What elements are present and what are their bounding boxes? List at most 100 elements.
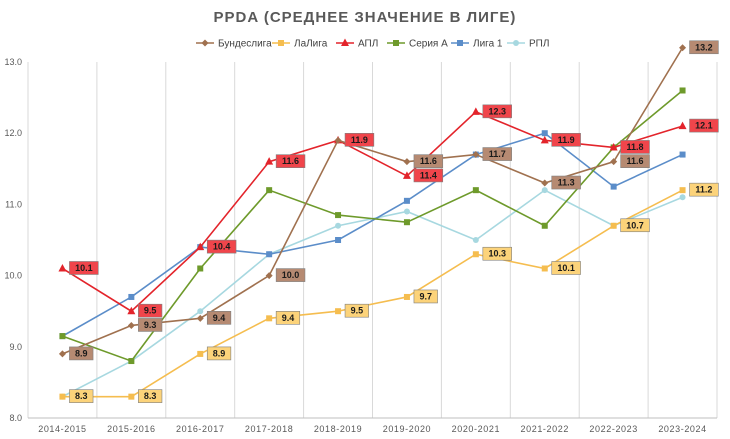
data-label-box xyxy=(69,389,94,403)
x-tick-label: 2017-2018 xyxy=(245,424,293,434)
data-point-marker xyxy=(403,293,410,300)
data-point-marker xyxy=(128,393,135,400)
data-point-marker xyxy=(201,39,209,47)
data-point-marker xyxy=(403,219,410,226)
data-label-box xyxy=(69,261,99,275)
data-label-box xyxy=(413,154,444,168)
data-label-text: 10.7 xyxy=(626,220,644,230)
data-point-marker xyxy=(472,237,479,243)
data-point-marker xyxy=(265,272,273,280)
y-tick-label: 8.0 xyxy=(9,413,22,423)
data-label-text: 10.1 xyxy=(75,263,93,273)
data-label-box xyxy=(551,133,581,147)
data-point-marker xyxy=(472,151,480,159)
data-point-marker xyxy=(128,293,135,300)
data-point-marker xyxy=(59,393,66,400)
data-point-marker xyxy=(541,222,548,229)
x-tick-label: 2016-2017 xyxy=(176,424,224,434)
data-label-text: 10.4 xyxy=(213,242,231,252)
data-label-box xyxy=(206,346,232,361)
data-point-marker xyxy=(610,183,617,190)
x-tick-label: 2022-2023 xyxy=(589,424,637,434)
data-label: 11.9 xyxy=(344,133,375,147)
legend-item: АПЛ xyxy=(336,38,378,50)
data-label: 10.1 xyxy=(551,261,581,275)
data-point-marker xyxy=(679,151,686,158)
data-label-box xyxy=(482,246,512,261)
data-point-marker xyxy=(265,157,274,165)
data-point-marker xyxy=(540,135,549,144)
data-point-marker xyxy=(471,107,480,115)
data-label-box xyxy=(551,261,581,275)
legend-label: АПЛ xyxy=(358,39,378,50)
data-labels: 10.1 9.5 10.4 11.6 11.9 11.4 12.3 11.9 11.8 12.1 8… xyxy=(69,40,719,403)
data-label-text: 13.2 xyxy=(695,42,713,52)
data-point-marker xyxy=(679,87,686,94)
data-label-text: 8.9 xyxy=(75,348,88,358)
series-line xyxy=(62,132,683,337)
data-point-marker xyxy=(541,265,548,272)
data-label: 9.5 xyxy=(344,303,369,318)
data-point-marker xyxy=(335,222,342,229)
data-label-box xyxy=(275,268,306,282)
data-label-box xyxy=(620,140,650,154)
legend-item: Лига 1 xyxy=(451,39,503,50)
legend-label: РПЛ xyxy=(529,39,549,50)
data-label-box xyxy=(138,318,163,332)
data-label-box xyxy=(344,133,375,147)
data-point-marker xyxy=(610,222,617,229)
data-point-marker xyxy=(266,187,273,194)
data-label-box xyxy=(138,303,163,318)
legend: Бундеслига ЛаЛига АПЛ Серия А Лига 1 РПЛ xyxy=(196,38,549,50)
data-point-marker xyxy=(403,208,410,215)
data-label: 11.4 xyxy=(413,168,444,183)
x-tick-label: 2020-2021 xyxy=(452,424,500,434)
data-label-text: 11.8 xyxy=(627,142,644,152)
series-2 xyxy=(59,187,686,400)
y-tick-label: 11.0 xyxy=(5,199,22,209)
legend-item: РПЛ xyxy=(507,39,549,50)
data-label-text: 11.2 xyxy=(695,185,712,195)
legend-label: Лига 1 xyxy=(473,39,503,50)
data-label: 10.7 xyxy=(620,218,650,233)
legend-label: Бундеслига xyxy=(218,39,272,50)
data-label: 9.4 xyxy=(275,311,301,325)
data-point-marker xyxy=(335,212,342,219)
data-point-marker xyxy=(334,136,342,144)
x-tick-label: 2018-2019 xyxy=(314,424,362,434)
data-label-box xyxy=(275,154,306,168)
data-label-text: 9.3 xyxy=(144,320,157,330)
data-label-text: 11.6 xyxy=(282,156,299,166)
data-point-marker xyxy=(679,44,687,52)
data-point-marker xyxy=(58,263,67,272)
data-point-marker xyxy=(403,197,410,204)
data-point-marker xyxy=(609,142,618,151)
data-point-marker xyxy=(278,40,284,46)
data-label-text: 9.4 xyxy=(213,313,226,323)
data-label: 10.4 xyxy=(206,239,237,254)
data-point-marker xyxy=(402,171,411,179)
data-point-marker xyxy=(679,194,686,201)
data-label: 11.6 xyxy=(275,154,306,168)
data-point-marker xyxy=(541,130,548,137)
data-label-box xyxy=(689,182,719,197)
data-point-marker xyxy=(58,350,66,358)
data-label-box xyxy=(413,168,444,183)
data-label-box xyxy=(620,154,650,168)
data-point-marker xyxy=(393,40,399,46)
data-point-marker xyxy=(541,179,549,187)
data-label: 11.6 xyxy=(620,154,650,168)
data-point-marker xyxy=(197,308,204,315)
data-label-text: 11.6 xyxy=(627,156,644,166)
data-point-marker xyxy=(678,121,687,130)
data-label-text: 12.1 xyxy=(695,121,713,131)
data-label-box xyxy=(138,389,163,403)
data-label: 8.3 xyxy=(69,389,94,403)
data-label: 8.9 xyxy=(206,346,232,361)
data-point-marker xyxy=(196,314,204,322)
data-point-marker xyxy=(541,187,548,194)
data-label: 10.3 xyxy=(482,246,512,261)
data-point-marker xyxy=(513,40,519,46)
data-label-box xyxy=(344,303,369,318)
